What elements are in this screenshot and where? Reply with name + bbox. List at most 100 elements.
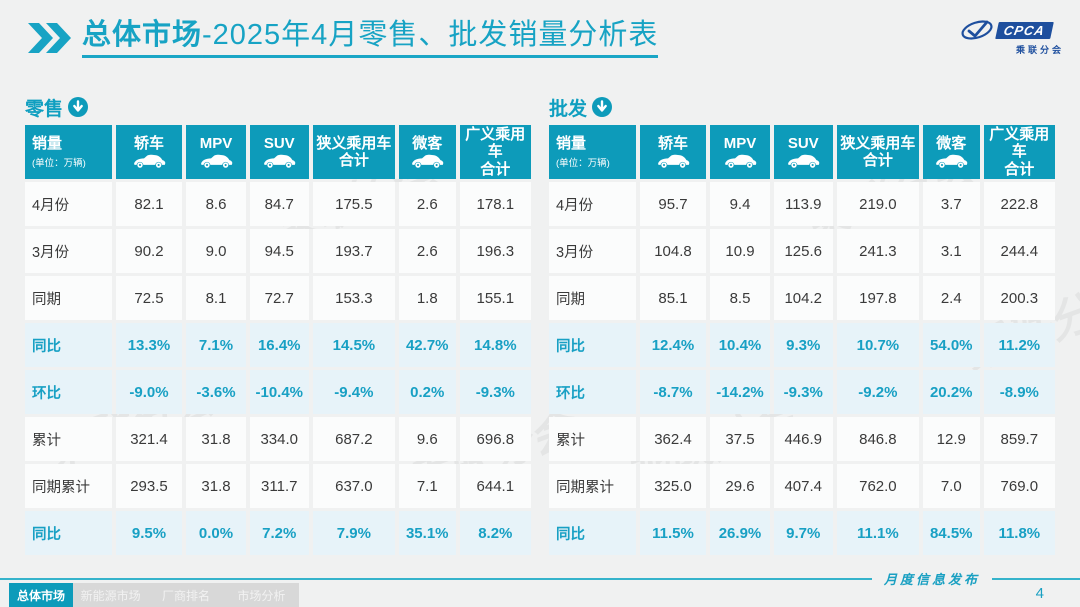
retail-sales-table: 销量 (单位：万辆) 轿车 MPV SUV 狭义乘用车 合计 微客 广义乘用车 合计 4月份 82… [25, 122, 531, 558]
table-cell: 7.2% [247, 511, 311, 555]
row-label: 同期 [549, 276, 638, 320]
unit-note: (单位：万辆) [32, 157, 86, 169]
col-header-label: SUV [263, 135, 295, 153]
tab-overall-market[interactable]: 总体市场 [9, 583, 73, 607]
table-cell: 72.7 [247, 276, 311, 320]
table-cell: -14.2% [708, 370, 772, 414]
page-title-rest: -2025年4月零售、批发销量分析表 [202, 19, 659, 51]
table-cell: 13.3% [113, 323, 185, 367]
table-cell: 9.0 [184, 229, 248, 273]
table-cell: -9.3% [771, 370, 835, 414]
table-cell: -9.2% [834, 370, 921, 414]
table-cell: 762.0 [834, 464, 921, 508]
table-cell: 846.8 [834, 417, 921, 461]
tab-manufacturer-ranking[interactable]: 厂商排名 [161, 588, 210, 603]
col-header-sedan: 轿车 [637, 125, 709, 179]
row-label: 累计 [549, 417, 638, 461]
table-cell: 334.0 [247, 417, 311, 461]
col-header-6: 广义乘用车 合计 [981, 125, 1055, 179]
col-header-mpv: MPV [708, 125, 772, 179]
table-cell: 104.2 [771, 276, 835, 320]
sedan-icon [116, 154, 183, 169]
table-cell: -9.0% [113, 370, 185, 414]
bottom-tab-bar: 总体市场 新能源市场 厂商排名 市场分析 [0, 583, 1080, 607]
table-row-环比: 环比 -9.0% -3.6% -10.4% -9.4% 0.2% -9.3% [25, 370, 531, 414]
table-header-row: 销量 (单位：万辆) 轿车 MPV SUV 狭义乘用车 合计 微客 广义乘用车 合计 [25, 125, 531, 179]
wholesale-section-label: 批发 [549, 98, 588, 120]
row-label: 同期累计 [25, 464, 114, 508]
footer-divider [0, 578, 1080, 580]
table-cell: -10.4% [247, 370, 311, 414]
table-cell: -9.3% [457, 370, 531, 414]
table-cell: 10.7% [834, 323, 921, 367]
table-cell: 219.0 [834, 182, 921, 226]
table-cell: 155.1 [457, 276, 531, 320]
col-header-mpv: MPV [184, 125, 248, 179]
row-label: 4月份 [549, 182, 638, 226]
table-cell: 8.6 [184, 182, 248, 226]
down-arrow-icon [68, 97, 89, 117]
table-cell: 26.9% [708, 511, 772, 555]
col-header-label: 销量 [32, 135, 63, 153]
table-cell: 311.7 [247, 464, 311, 508]
tab-bar-spacer [0, 583, 9, 607]
table-cell: 82.1 [113, 182, 185, 226]
table-cell: 84.7 [247, 182, 311, 226]
table-cell: 29.6 [708, 464, 772, 508]
row-label: 同比 [25, 323, 114, 367]
col-header-6: 广义乘用车 合计 [457, 125, 531, 179]
col-header-label: SUV [787, 135, 819, 153]
suv-icon [250, 154, 309, 169]
table-row-同比: 同比 11.5% 26.9% 9.7% 11.1% 84.5% 11.8% [549, 511, 1055, 555]
table-cell: 54.0% [920, 323, 982, 367]
table-cell: 0.0% [184, 511, 248, 555]
table-cell: -3.6% [184, 370, 248, 414]
wholesale-table-section: 批发 销量 (单位：万辆) 轿车 MPV SUV 狭义乘用车 合计 微客 广义乘用车 合计 4月… [549, 94, 1055, 558]
col-header-label: MPV [199, 135, 233, 153]
page-header: 总体市场-2025年4月零售、批发销量分析表 [28, 19, 659, 58]
col-header-label: 微客 [936, 135, 967, 153]
col-header-label: 轿车 [657, 135, 688, 153]
cpca-logo-text: CPCA [995, 21, 1054, 39]
table-cell: 8.1 [184, 276, 248, 320]
table-cell: 241.3 [834, 229, 921, 273]
tab-nev-market[interactable]: 新能源市场 [80, 588, 141, 603]
table-cell: 8.2% [457, 511, 531, 555]
table-cell: 94.5 [247, 229, 311, 273]
table-cell: 10.9 [708, 229, 772, 273]
cpca-swoosh-icon [960, 18, 994, 42]
table-cell: 11.1% [834, 511, 921, 555]
col-header-van: 微客 [920, 125, 982, 179]
table-cell: 325.0 [637, 464, 709, 508]
row-label: 4月份 [25, 182, 114, 226]
col-header-sedan: 轿车 [113, 125, 185, 179]
table-cell: 9.5% [113, 511, 185, 555]
table-row-同比: 同比 13.3% 7.1% 16.4% 14.5% 42.7% 14.8% [25, 323, 531, 367]
table-cell: 9.3% [771, 323, 835, 367]
col-header-label: 微客 [412, 135, 443, 153]
table-cell: 178.1 [457, 182, 531, 226]
cpca-logo: CPCA 乘联分会 [960, 18, 1064, 56]
table-cell: 12.4% [637, 323, 709, 367]
table-cell: 637.0 [310, 464, 397, 508]
table-cell: 769.0 [981, 464, 1055, 508]
table-cell: 90.2 [113, 229, 185, 273]
col-header-van: 微客 [396, 125, 458, 179]
table-cell: 2.4 [920, 276, 982, 320]
table-cell: -8.7% [637, 370, 709, 414]
table-cell: 200.3 [981, 276, 1055, 320]
table-cell: 11.5% [637, 511, 709, 555]
table-cell: 16.4% [247, 323, 311, 367]
row-label: 同比 [549, 511, 638, 555]
table-cell: 7.1% [184, 323, 248, 367]
page-title-section: 总体市场 [82, 19, 203, 51]
col-header-suv: SUV [247, 125, 311, 179]
inactive-tab-group: 新能源市场 厂商排名 市场分析 [73, 583, 299, 607]
mpv-icon [186, 154, 245, 169]
tab-market-analysis[interactable]: 市场分析 [237, 588, 286, 603]
table-cell: 197.8 [834, 276, 921, 320]
cpca-logo-subtext: 乘联分会 [1015, 45, 1064, 55]
table-cell: 9.6 [396, 417, 458, 461]
table-row-同期累计: 同期累计 325.0 29.6 407.4 762.0 7.0 769.0 [549, 464, 1055, 508]
table-cell: 125.6 [771, 229, 835, 273]
